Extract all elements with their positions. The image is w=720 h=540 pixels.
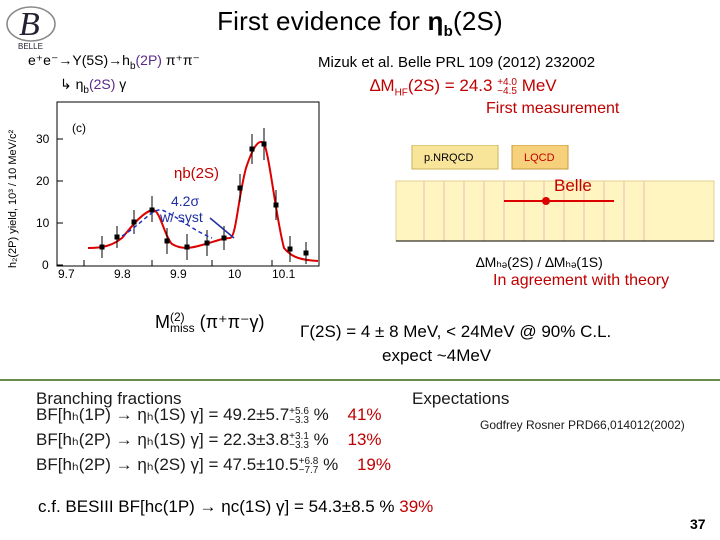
lqcd-label: LQCD: [524, 152, 555, 164]
nrqcd-label: p.NRQCD: [424, 152, 474, 164]
decay-chain-step: ↳ ηb(2S) γ: [60, 76, 127, 96]
separator-line: [0, 379, 720, 381]
belle-logo: B BELLE: [6, 6, 56, 51]
bf-heading: Branching fractions: [36, 389, 182, 408]
reference: Mizuk et al. Belle PRL 109 (2012) 232002: [318, 54, 596, 71]
y-tick-20: 20: [36, 174, 50, 188]
belle-label: Belle: [554, 176, 592, 195]
x-tick-9.8: 9.8: [114, 267, 131, 281]
besiii-comparison: c.f. BESIII BF[hᴄ(1P) → ηᴄ(1S) γ] = 54.3…: [38, 497, 434, 516]
belle-point: [542, 197, 550, 205]
width-expectation: expect ~4MeV: [382, 346, 492, 365]
expectations-heading: Expectations: [412, 389, 510, 408]
svg-text:B: B: [19, 6, 40, 43]
delta-m-hf: ∆MHF(2S) = 24.3 +4.0 −4.5 MeV: [370, 76, 557, 99]
data-points: [99, 128, 309, 264]
syst-label: w/ syst: [159, 209, 203, 225]
panel-label: (c): [72, 121, 86, 135]
y-tick-0: 0: [42, 258, 49, 272]
x-tick-10.1: 10.1: [272, 267, 296, 281]
x-tick-9.7: 9.7: [58, 267, 75, 281]
agreement-label: In agreement with theory: [493, 272, 670, 289]
mass-spectrum-plot: 0 10 20 30 9.7 9.8 9.9 10 10.1 h₂(2P) yi…: [2, 98, 320, 298]
page-title: First evidence for ηb(2S): [217, 6, 503, 41]
y-tick-30: 30: [36, 132, 50, 146]
decay-chain: e⁺e⁻→Υ(5S)→hb(2P) π⁺π⁻: [28, 52, 200, 72]
bf-row: BF[hₕ(2P) → ηₕ(1S) γ] = 22.3±3.8+3.1 −3.3…: [36, 430, 382, 451]
y-tick-10: 10: [36, 216, 50, 230]
y-axis-label: h₂(2P) yield, 10³ / 10 MeV/c²: [7, 130, 19, 268]
theory-reference: Godfrey Rosner PRD66,014012(2002): [480, 418, 685, 432]
first-measurement-label: First measurement: [486, 100, 620, 117]
theory-xlabel: ∆Mₕₔ(2S) / ∆Mₕₔ(1S): [476, 254, 603, 270]
missing-mass-label: M(2) miss (π⁺π⁻γ): [155, 310, 265, 336]
page-number: 37: [690, 516, 706, 532]
bf-row: BF[hₕ(2P) → ηₕ(2S) γ] = 47.5±10.5+6.8 −7.…: [36, 455, 391, 476]
theory-comparison-plot: p.NRQCD LQCD Belle ∆Mₕₔ(2S) / ∆Mₕₔ(1S): [395, 145, 715, 270]
y-axis-ticks: [57, 138, 63, 266]
significance-label: 4.2σ: [171, 193, 199, 209]
width-measurement: Γ(2S) = 4 ± 8 MeV, < 24MeV @ 90% C.L.: [300, 322, 612, 341]
bf-row: BF[hₕ(1P) → ηₕ(1S) γ] = 49.2±5.7+5.6 −3.3…: [36, 405, 382, 426]
x-tick-10: 10: [228, 267, 242, 281]
x-tick-9.9: 9.9: [170, 267, 187, 281]
svg-text:BELLE: BELLE: [18, 42, 43, 51]
peak-label: ηb(2S): [174, 165, 219, 182]
